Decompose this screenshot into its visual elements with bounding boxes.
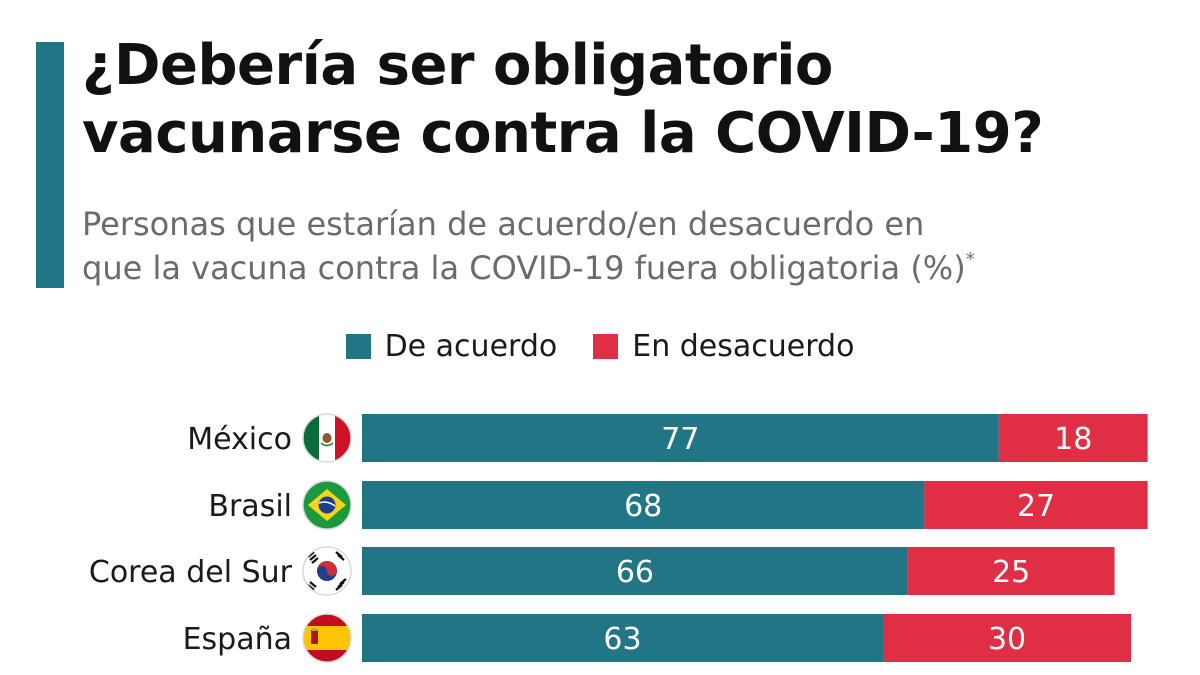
data-label-agree-brasil: 68 (624, 489, 662, 524)
legend-item-agree: De acuerdo (345, 328, 558, 364)
spain-flag-icon (302, 613, 352, 663)
bar-agree-espana (362, 614, 884, 662)
bar-agree-brasil (362, 481, 925, 529)
chart-subtitle: Personas que estarían de acuerdo/en desa… (82, 202, 1182, 290)
data-label-disagree-corea-del-sur: 25 (992, 555, 1030, 590)
south-korea-flag-icon (302, 546, 352, 596)
category-label-mexico: México (187, 422, 292, 457)
bar-disagree-espana (883, 614, 1132, 662)
title-line-2: vacunarse contra la COVID-19? (82, 101, 1044, 166)
mexico-flag-icon (302, 413, 352, 463)
category-label-brasil: Brasil (208, 489, 292, 524)
legend: De acuerdo En desacuerdo (0, 326, 1200, 366)
subtitle-text-1: Personas que estarían de acuerdo/en desa… (82, 205, 925, 243)
bar-disagree-corea-del-sur (907, 547, 1115, 595)
bar-agree-corea-del-sur (362, 547, 908, 595)
data-label-agree-mexico: 77 (661, 422, 699, 457)
footnote-mark: * (965, 249, 975, 270)
chart-title: ¿Debería ser obligatorio vacunarse contr… (82, 32, 1182, 168)
category-label-espana: España (183, 622, 292, 657)
data-label-agree-espana: 63 (603, 622, 641, 657)
legend-swatch-agree (345, 333, 371, 359)
accent-bar (36, 42, 64, 288)
data-label-disagree-mexico: 18 (1054, 422, 1092, 457)
legend-item-disagree: En desacuerdo (593, 329, 854, 364)
bar-agree-mexico (362, 414, 999, 462)
category-label-corea-del-sur: Corea del Sur (89, 555, 293, 590)
category-labels: México Brasil Corea del Sur España (89, 422, 293, 657)
bar-disagree-mexico (998, 414, 1148, 462)
brazil-flag-icon (302, 480, 352, 530)
subtitle-text-2: que la vacuna contra la COVID-19 fuera o… (82, 249, 966, 287)
legend-swatch-disagree (593, 333, 619, 359)
data-label-agree-corea-del-sur: 66 (616, 555, 654, 590)
legend-label-disagree: En desacuerdo (632, 328, 855, 364)
legend-label-agree: De acuerdo (384, 328, 558, 364)
data-label-disagree-brasil: 27 (1017, 489, 1055, 524)
title-line-1: ¿Debería ser obligatorio (82, 33, 833, 98)
bar-disagree-brasil (924, 481, 1148, 529)
subtitle-line-2: que la vacuna contra la COVID-19 fuera o… (82, 246, 1182, 290)
subtitle-line-1: Personas que estarían de acuerdo/en desa… (82, 202, 1182, 246)
data-label-disagree-espana: 30 (988, 622, 1026, 657)
bars-group: 77 18 68 27 66 25 63 30 (362, 414, 1148, 662)
